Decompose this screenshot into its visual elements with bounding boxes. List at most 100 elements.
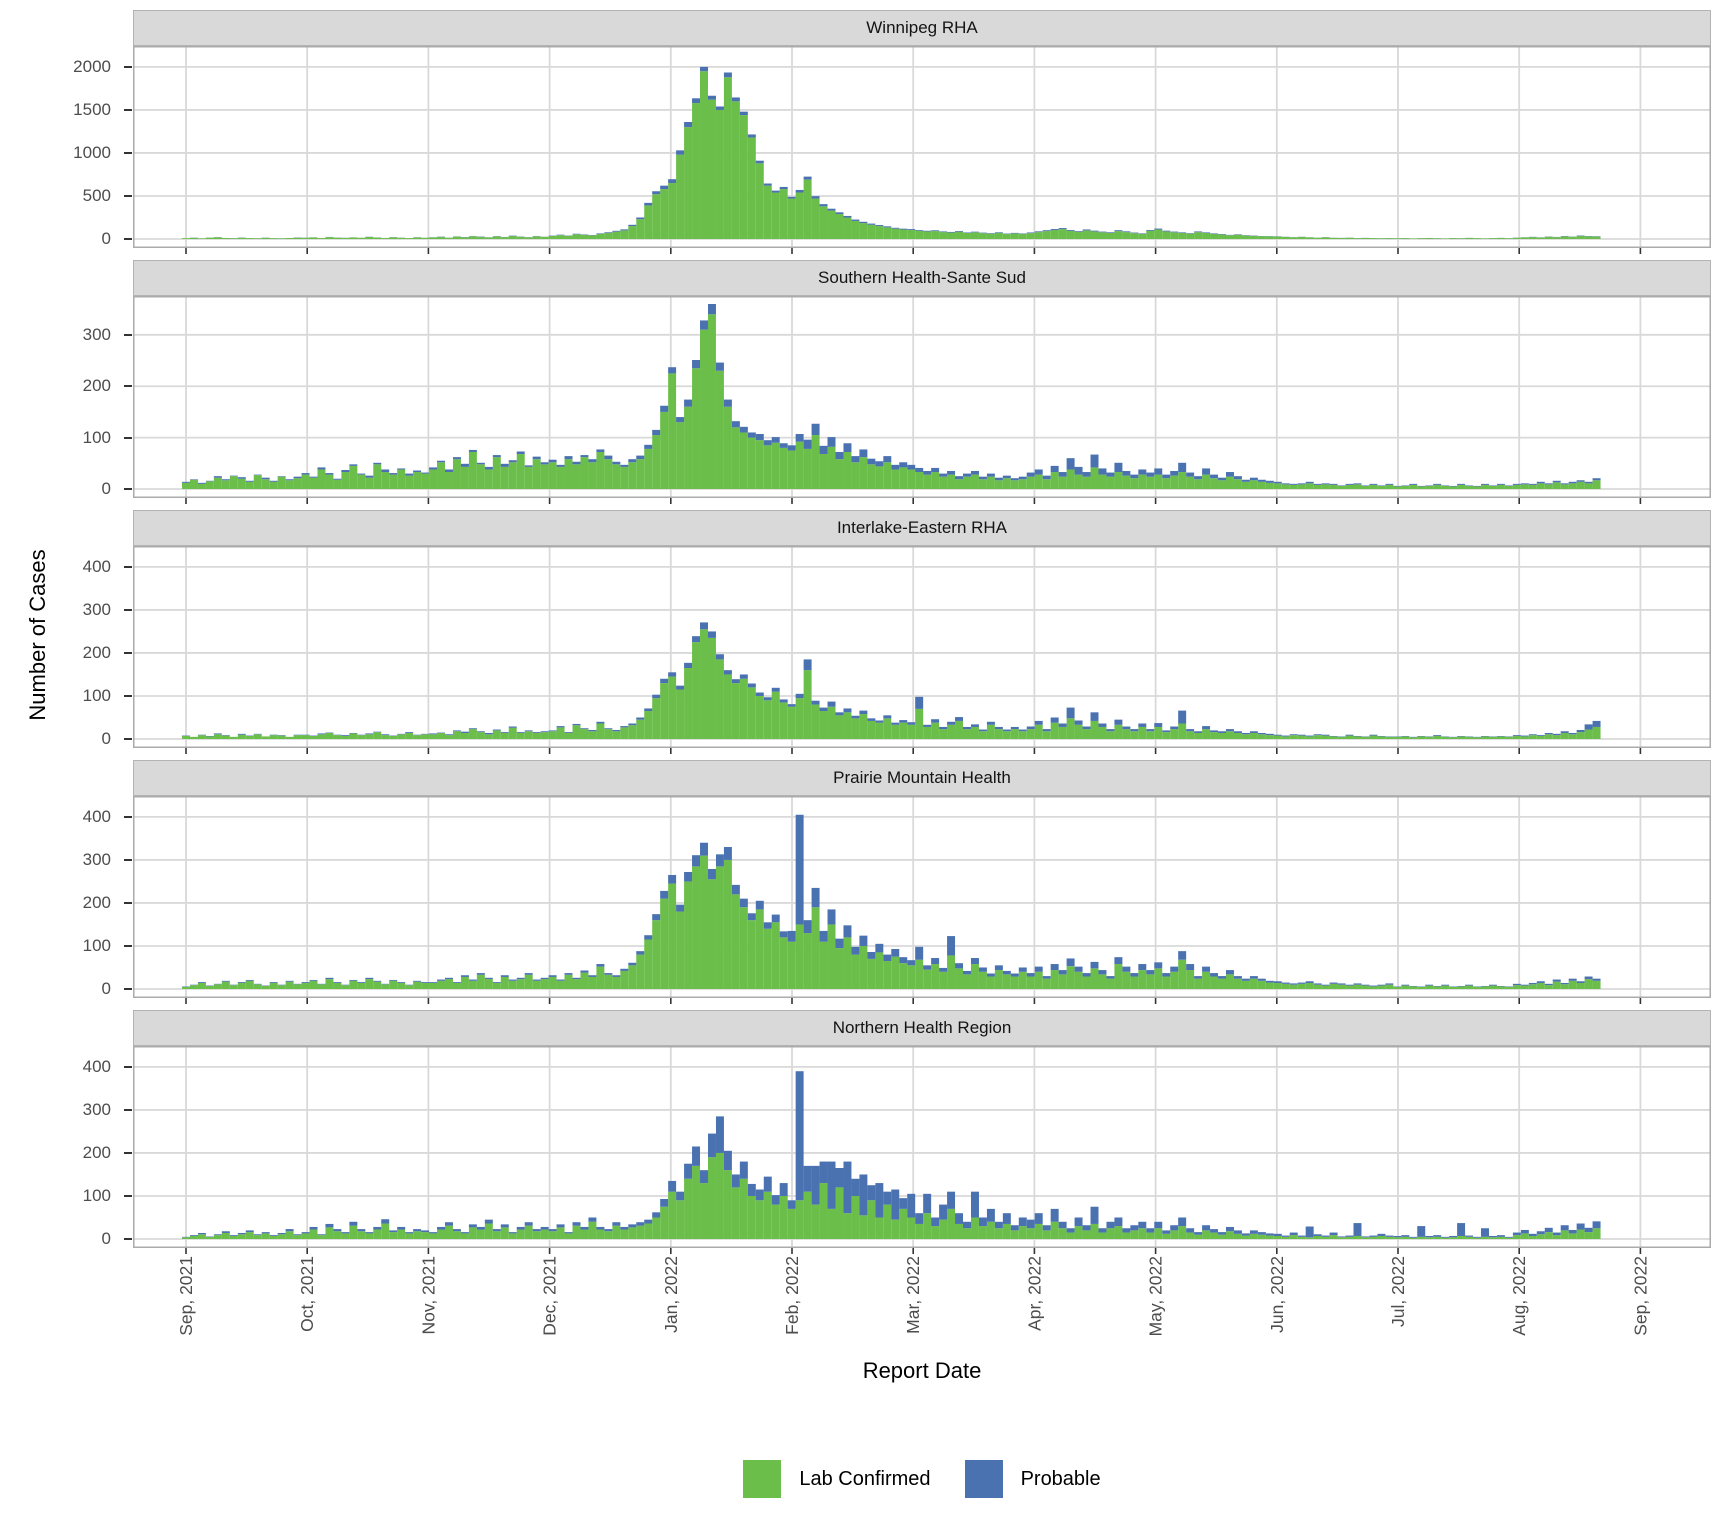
y-tick-label: 100 [82, 1185, 111, 1205]
y-tick-mark [124, 108, 132, 111]
y-tick-label: 100 [82, 935, 111, 955]
x-tick-marks [185, 748, 1642, 754]
x-axis-tick-label: Aug, 2022 [1509, 1256, 1529, 1336]
panel [133, 546, 1711, 754]
y-tick-mark [124, 488, 132, 490]
panel [133, 296, 1711, 504]
bars-probable [182, 622, 1601, 738]
x-axis-tick-label: Jul, 2022 [1388, 1256, 1408, 1327]
facet-strip: Southern Health-Sante Sud [133, 260, 1711, 296]
y-tick-label: 0 [101, 1229, 111, 1248]
y-tick-mark [124, 151, 132, 154]
facet-title: Southern Health-Sante Sud [818, 268, 1026, 287]
panel [133, 1046, 1711, 1254]
facet-row: Southern Health-Sante Sud 0 100 200 300 [0, 260, 1728, 510]
x-tick-marks [185, 1248, 1642, 1254]
legend-item-lab-confirmed: Lab Confirmed [743, 1460, 931, 1498]
legend-label-probable: Probable [1020, 1467, 1101, 1490]
y-tick-mark [124, 1238, 132, 1240]
x-axis-tick-label: Dec, 2021 [540, 1256, 560, 1336]
y-tick-mark [124, 608, 132, 611]
x-axis-tick-label: Jan, 2022 [661, 1256, 681, 1333]
y-tick-mark [124, 565, 132, 568]
panel [133, 46, 1711, 254]
x-axis-tick-label: Sep, 2022 [1630, 1256, 1650, 1336]
y-tick-label: 0 [101, 979, 111, 998]
y-tick-label: 400 [82, 1056, 111, 1076]
y-tick-label: 300 [82, 849, 111, 869]
bars-lab-confirmed [182, 629, 1601, 739]
facet-row: Interlake-Eastern RHA 0 100 200 300 400 [0, 510, 1728, 760]
y-tick-label: 2000 [73, 56, 111, 76]
y-tick-mark [124, 901, 132, 904]
facet-row: Prairie Mountain Health 0 100 200 300 400 [0, 760, 1728, 1010]
facet-title: Northern Health Region [832, 1018, 1012, 1037]
facet-strip: Winnipeg RHA [133, 10, 1711, 46]
x-tick-marks [185, 248, 1642, 254]
facet-strip: Prairie Mountain Health [133, 760, 1711, 796]
y-tick-label: 400 [82, 806, 111, 826]
y-tick-mark [124, 944, 132, 947]
y-tick-label: 200 [82, 642, 111, 662]
bars-probable [182, 1071, 1601, 1238]
legend: Lab Confirmed Probable [0, 1460, 1728, 1498]
bars-probable [182, 814, 1601, 987]
y-tick-label: 1500 [73, 99, 111, 119]
y-tick-mark [124, 385, 132, 388]
legend-item-probable: Probable [964, 1460, 1101, 1498]
y-tick-label: 100 [82, 427, 111, 447]
x-axis: Sep, 2021 Oct, 2021 Nov, 2021 Dec, 2021 Jan,… [176, 1256, 1650, 1336]
facet-strip: Northern Health Region [133, 1010, 1711, 1046]
y-tick-mark [124, 1151, 132, 1154]
y-tick-mark [124, 65, 132, 68]
legend-label-lab-confirmed: Lab Confirmed [799, 1467, 931, 1490]
y-tick-mark [124, 333, 132, 336]
y-tick-mark [124, 238, 132, 240]
y-tick-label: 300 [82, 324, 111, 344]
x-axis-tick-label: May, 2022 [1146, 1256, 1166, 1336]
y-tick-label: 200 [82, 376, 111, 396]
y-tick-label: 0 [101, 229, 111, 248]
y-tick-label: 1000 [73, 142, 111, 162]
x-tick-marks [185, 498, 1642, 504]
x-tick-marks [185, 998, 1642, 1004]
x-axis-title: Report Date [862, 1358, 982, 1383]
bars-lab-confirmed [182, 855, 1601, 989]
y-tick-mark [124, 694, 132, 697]
y-tick-mark [124, 1194, 132, 1197]
x-axis-tick-label: Apr, 2022 [1024, 1256, 1044, 1331]
y-tick-label: 200 [82, 1142, 111, 1162]
facet-title: Winnipeg RHA [866, 18, 978, 37]
facet-title: Interlake-Eastern RHA [836, 518, 1008, 537]
x-axis-tick-label: Nov, 2021 [418, 1256, 438, 1334]
facet-strip: Interlake-Eastern RHA [133, 510, 1711, 546]
bars-lab-confirmed [182, 314, 1601, 490]
bars-lab-confirmed [182, 1152, 1601, 1239]
facet-row: Northern Health Region 0 100 200 300 400 [0, 1010, 1728, 1260]
y-tick-label: 0 [101, 479, 111, 498]
y-tick-label: 200 [82, 892, 111, 912]
facet-row: Winnipeg RHA 0 500 1000 1500 2000 [0, 10, 1728, 260]
y-tick-mark [124, 436, 132, 439]
bars-lab-confirmed [182, 71, 1601, 240]
x-axis-tick-label: Sep, 2021 [176, 1256, 196, 1336]
y-tick-mark [124, 1108, 132, 1111]
probable-swatch [964, 1460, 1003, 1498]
panel [133, 796, 1711, 1004]
y-tick-mark [124, 1065, 132, 1068]
y-tick-mark [124, 738, 132, 740]
x-axis-tick-label: Oct, 2021 [297, 1256, 317, 1332]
x-axis-tick-label: Jun, 2022 [1267, 1256, 1287, 1333]
y-tick-label: 100 [82, 685, 111, 705]
y-tick-mark [124, 815, 132, 818]
bars-probable [189, 66, 1601, 239]
y-tick-label: 0 [101, 729, 111, 748]
y-tick-label: 300 [82, 1099, 111, 1119]
y-tick-label: 400 [82, 556, 111, 576]
lab-confirmed-swatch [743, 1460, 782, 1498]
y-tick-mark [124, 858, 132, 861]
x-axis-tick-label: Mar, 2022 [903, 1256, 923, 1334]
y-tick-label: 300 [82, 599, 111, 619]
y-tick-mark [124, 194, 132, 197]
